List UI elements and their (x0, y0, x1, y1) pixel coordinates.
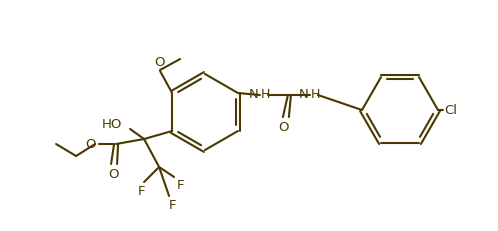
Text: F: F (169, 199, 177, 212)
Text: O: O (154, 56, 164, 69)
Text: H: H (261, 88, 270, 100)
Text: HO: HO (102, 118, 122, 131)
Text: F: F (177, 179, 185, 192)
Text: N: N (299, 88, 309, 100)
Text: O: O (86, 137, 96, 151)
Text: H: H (311, 88, 320, 100)
Text: O: O (108, 168, 119, 181)
Text: Cl: Cl (444, 103, 457, 116)
Text: N: N (249, 88, 259, 100)
Text: F: F (137, 185, 145, 198)
Text: O: O (279, 121, 289, 134)
